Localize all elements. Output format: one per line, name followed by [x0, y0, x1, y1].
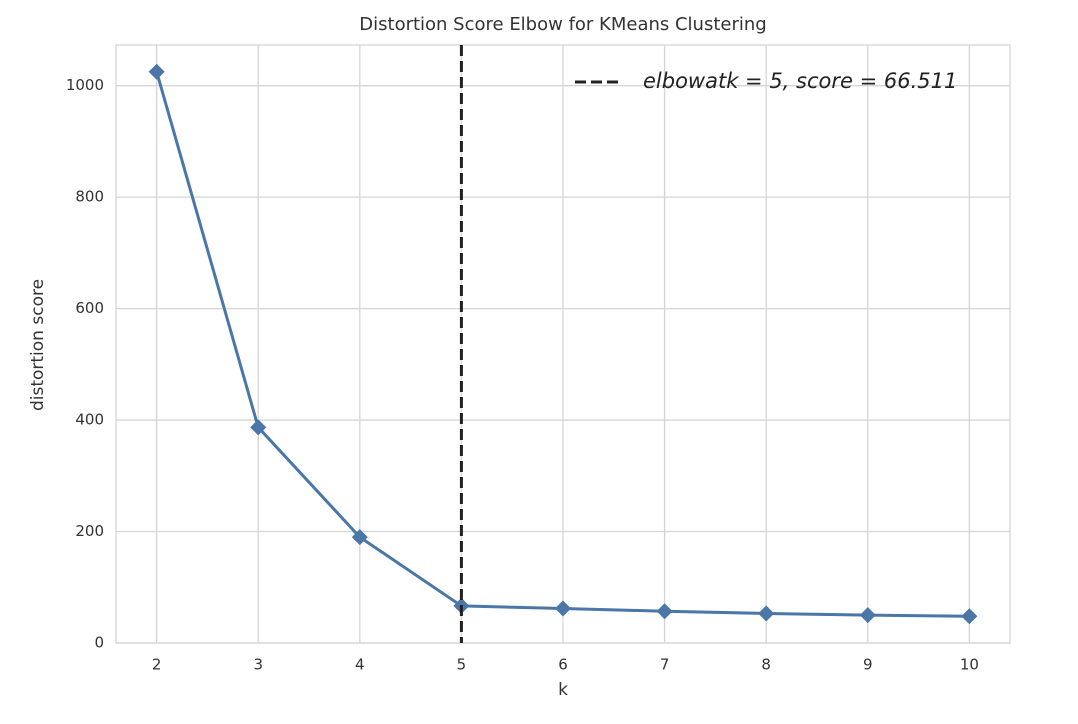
x-tick-label: 2	[152, 656, 162, 674]
data-point	[961, 608, 978, 625]
data-point	[656, 603, 673, 620]
x-tick-label: 10	[960, 656, 979, 674]
y-tick-label: 0	[94, 634, 104, 652]
y-tick-label: 1000	[66, 76, 104, 94]
x-tick-label: 7	[660, 656, 670, 674]
legend-label: elbowatk = 5, score = 66.511	[643, 69, 957, 93]
data-point	[758, 605, 775, 622]
x-tick-label: 3	[253, 656, 263, 674]
chart-title: Distortion Score Elbow for KMeans Cluste…	[359, 14, 766, 35]
y-tick-label: 200	[75, 522, 104, 540]
x-tick-label: 4	[355, 656, 365, 674]
x-tick-label: 8	[761, 656, 771, 674]
data-point	[148, 63, 165, 80]
x-tick-label: 6	[558, 656, 568, 674]
x-tick-label: 9	[863, 656, 873, 674]
data-point	[555, 600, 571, 617]
data-point	[351, 529, 368, 546]
data-point	[859, 607, 876, 624]
data-point	[250, 419, 267, 436]
x-axis-label: k	[558, 680, 568, 700]
x-tick-label: 5	[457, 656, 467, 674]
y-tick-label: 600	[75, 299, 104, 317]
y-tick-label: 800	[75, 188, 104, 206]
y-tick-label: 400	[75, 411, 104, 429]
y-axis-label: distortion score	[28, 279, 48, 411]
